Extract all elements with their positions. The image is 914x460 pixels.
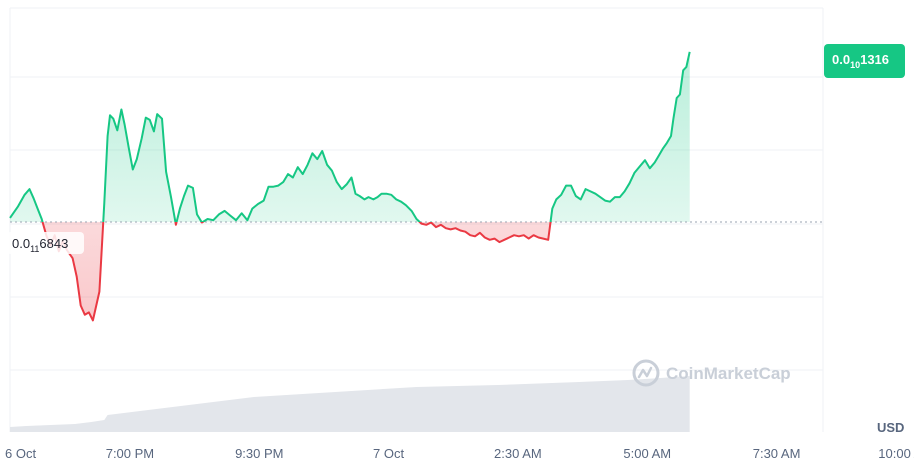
x-tick-label-4: 2:30 AM (494, 446, 542, 460)
x-tick-label-1: 7:00 PM (106, 446, 154, 460)
x-tick-label-0: 6 Oct (5, 446, 36, 460)
area-fill-above (10, 51, 690, 223)
x-tick-label-7: 10:00 AM (878, 446, 914, 460)
reference-price-prefix: 0.0 (12, 236, 30, 251)
reference-price-digits: 6843 (39, 236, 68, 251)
x-tick-label-2: 9:30 PM (235, 446, 283, 460)
x-tick-label-3: 7 Oct (373, 446, 404, 460)
current-price-digits: 1316 (860, 52, 889, 67)
area-fill-below (42, 222, 551, 321)
current-price-prefix: 0.0 (832, 52, 850, 67)
x-tick-label-5: 5:00 AM (623, 446, 671, 460)
x-axis: 6 Oct 7:00 PM 9:30 PM 7 Oct 2:30 AM 5:00 AM 7:… (5, 446, 914, 460)
price-line (9, 51, 691, 322)
svg-text:0.0101316: 0.0101316 (832, 52, 889, 70)
reference-price-box (7, 232, 84, 254)
current-price-zeros: 10 (850, 60, 860, 70)
svg-text:0.0116843: 0.0116843 (12, 236, 68, 254)
volume-area (10, 376, 690, 432)
coinmarketcap-watermark: CoinMarketCap (632, 359, 791, 387)
current-price-box (824, 44, 905, 78)
volume-fill (10, 376, 690, 432)
reference-price-label: 0.0116843 (7, 232, 84, 254)
price-line-above (9, 51, 691, 223)
reference-price-zeros: 11 (30, 244, 39, 254)
watermark-text: CoinMarketCap (666, 364, 791, 383)
coinmarketcap-logo-icon (632, 359, 660, 387)
x-tick-label-6: 7:30 AM (753, 446, 801, 460)
current-price-badge: 0.0101316 (824, 44, 905, 78)
currency-label: USD (877, 420, 904, 435)
price-area (10, 51, 690, 321)
